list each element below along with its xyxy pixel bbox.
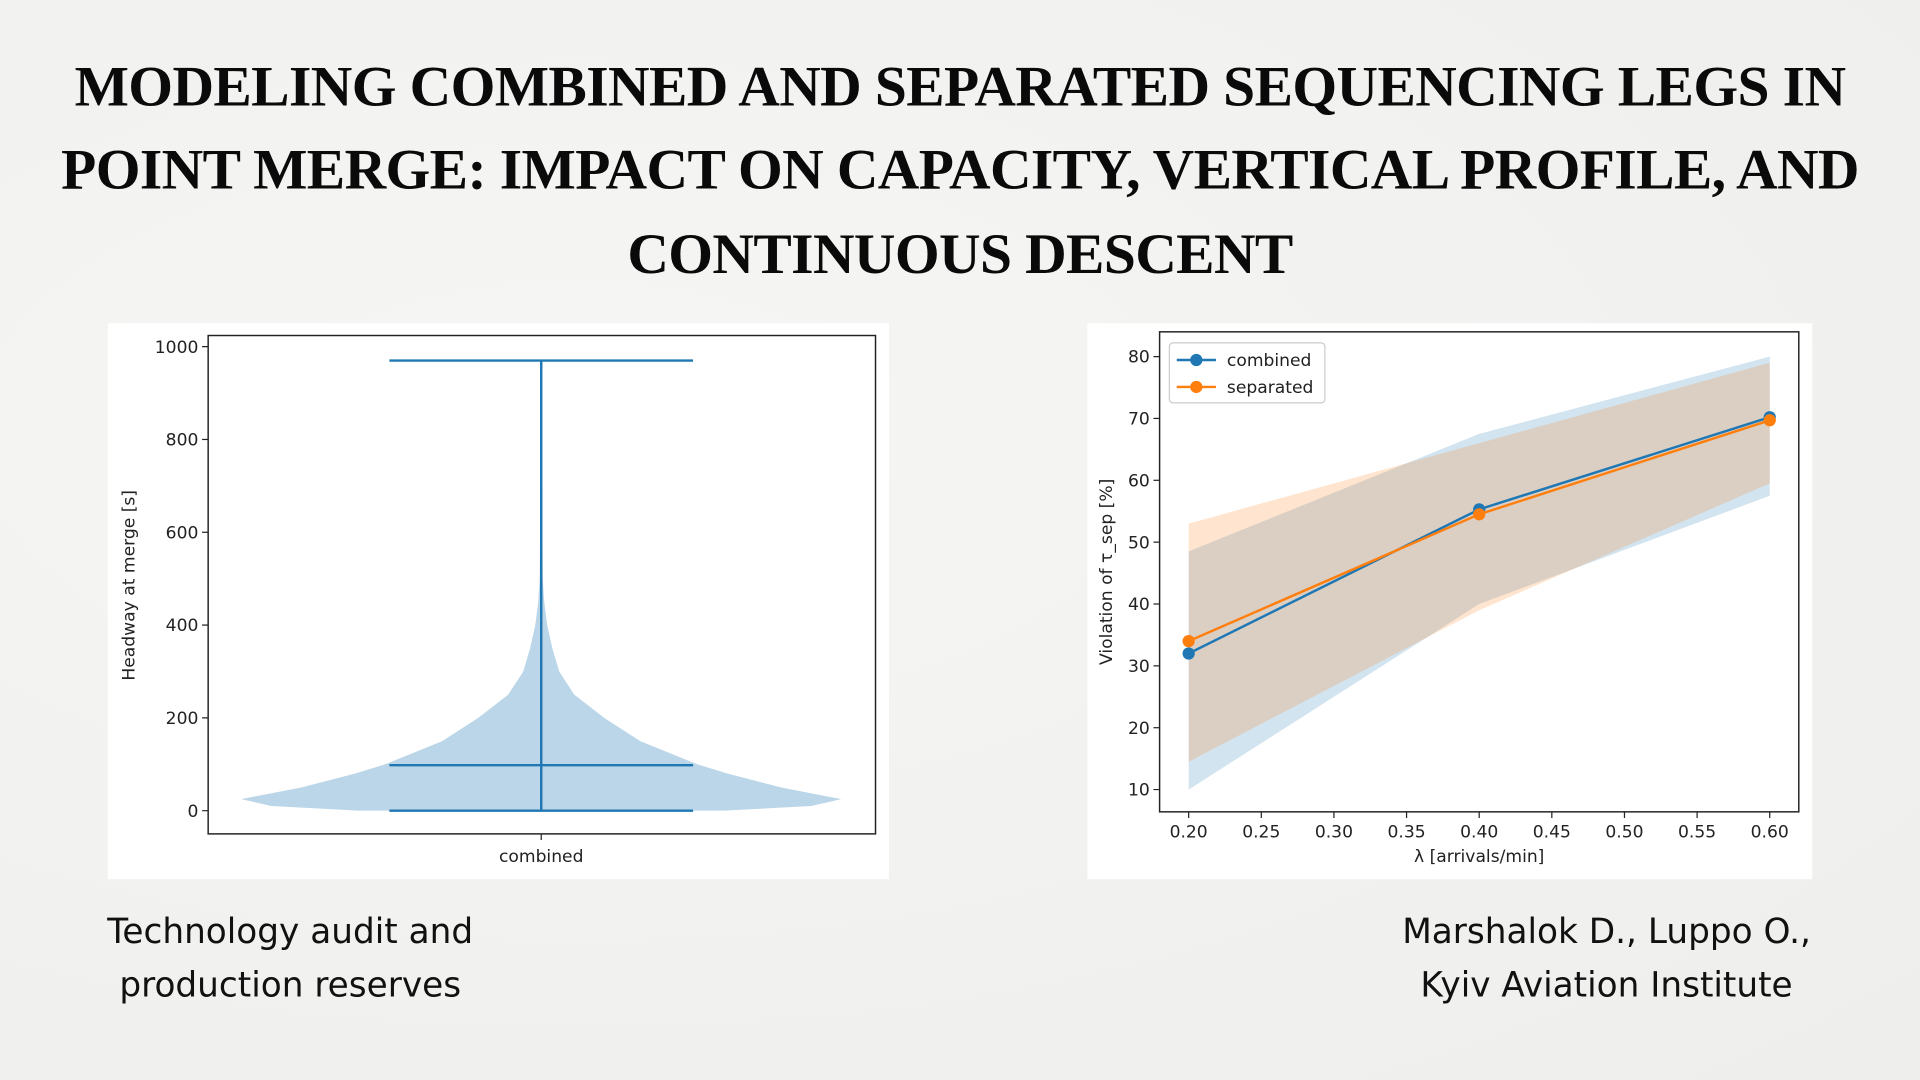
legend-label-combined: combined	[1227, 351, 1311, 371]
caption-right-line-1: Marshalok D., Luppo O.,	[1402, 911, 1811, 952]
y-tick-label: 800	[166, 431, 199, 451]
point-combined	[1182, 647, 1195, 660]
title-line-3: CONTINUOUS DESCENT	[627, 222, 1293, 287]
y-axis-label: Headway at merge [s]	[120, 490, 140, 681]
y-tick-label: 40	[1128, 595, 1150, 615]
x-tick-label: 0.20	[1170, 823, 1208, 843]
violin-chart-panel: 0 200 400 600 800 1000 combined Headway at merg…	[107, 323, 889, 880]
caption-left-line-2: production reserves	[119, 964, 462, 1006]
x-tick-label: 0.35	[1387, 823, 1425, 843]
x-tick-label: 0.55	[1678, 823, 1716, 843]
y-tick-label: 50	[1128, 533, 1150, 553]
y-tick-label: 600	[166, 523, 199, 543]
band-separated	[1188, 362, 1770, 762]
title-line-2: POINT MERGE: IMPACT ON CAPACITY, VERTICA…	[61, 138, 1859, 203]
caption-right-line-2: Kyiv Aviation Institute	[1420, 964, 1793, 1006]
caption-left-line-1: Technology audit and	[107, 911, 474, 952]
y-tick-label: 400	[166, 616, 199, 636]
x-tick-label: 0.60	[1751, 823, 1789, 843]
violin-chart: 0 200 400 600 800 1000 combined Headway at merg…	[120, 334, 877, 867]
caption-right: Marshalok D., Luppo O., Kyiv Aviation In…	[1362, 905, 1852, 1013]
y-tick-label: 200	[166, 709, 199, 729]
y-tick-label: 60	[1128, 471, 1150, 491]
legend-label-separated: separated	[1227, 378, 1313, 398]
title-line-1: MODELING COMBINED AND SEPARATED SEQUENCI…	[74, 55, 1846, 119]
band-combined	[1188, 356, 1770, 790]
x-tick-label: 0.50	[1605, 823, 1643, 843]
y-tick-label: 70	[1128, 410, 1150, 430]
x-tick-label: 0.25	[1242, 823, 1280, 843]
point-separated	[1182, 634, 1195, 648]
x-tick-label: 0.45	[1533, 823, 1571, 843]
point-separated	[1763, 414, 1776, 427]
y-tick-label: 80	[1128, 348, 1150, 368]
caption-left: Technology audit and production reserves	[45, 905, 535, 1013]
y-axis-label: Violation of τ_sep [%]	[1097, 479, 1117, 665]
y-tick-label: 20	[1128, 719, 1150, 739]
y-tick-label: 1000	[155, 338, 199, 358]
y-tick-label: 30	[1128, 657, 1150, 677]
point-separated	[1473, 508, 1486, 521]
legend-marker-separated	[1190, 380, 1203, 394]
axes-frame	[207, 334, 877, 835]
y-tick-label: 0	[187, 802, 198, 822]
legend-marker-combined	[1190, 353, 1203, 367]
line-chart-panel: 10 20 30 40 50 60 70 80 0.20 0.25 0.30 0.35 0.40 0.45…	[1087, 323, 1813, 880]
x-tick-label: 0.30	[1315, 823, 1353, 843]
x-axis-label: λ [arrivals/min]	[1414, 847, 1544, 867]
y-tick-label: 10	[1128, 781, 1150, 801]
x-tick-label: combined	[499, 847, 583, 867]
line-chart: 10 20 30 40 50 60 70 80 0.20 0.25 0.30 0.35 0.40 0.45…	[1097, 331, 1800, 867]
x-tick-label: 0.40	[1460, 823, 1498, 843]
